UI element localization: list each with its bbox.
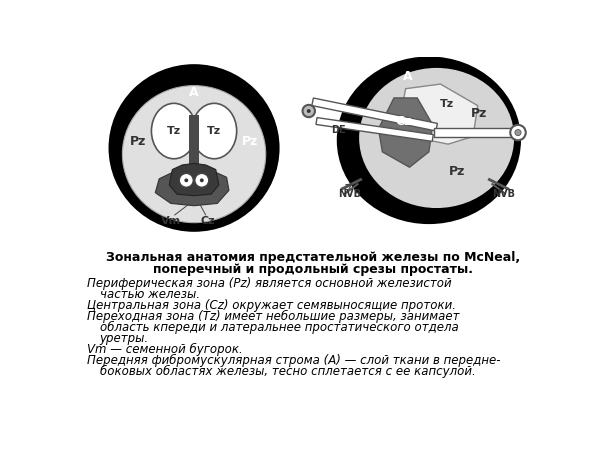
Text: Tz: Tz [167, 126, 181, 136]
Text: поперечный и продольный срезы простаты.: поперечный и продольный срезы простаты. [152, 263, 473, 276]
Text: боковых областях железы, тесно сплетается с ее капсулой.: боковых областях железы, тесно сплетаетс… [99, 365, 475, 378]
Text: Передняя фибромускулярная строма (A) — слой ткани в передне-: Передняя фибромускулярная строма (A) — с… [87, 354, 501, 367]
Text: Cz: Cz [201, 216, 215, 226]
Circle shape [303, 105, 315, 117]
Polygon shape [312, 98, 437, 131]
Text: область кпереди и латеральнее простатического отдела: область кпереди и латеральнее простатиче… [99, 321, 458, 334]
Polygon shape [316, 118, 433, 141]
Text: NVB: NVB [492, 189, 515, 199]
Circle shape [179, 173, 193, 187]
Polygon shape [434, 128, 518, 137]
Text: Центральная зона (Cz) окружает семявыносящие протоки.: Центральная зона (Cz) окружает семявынос… [87, 299, 456, 312]
Text: DE: DE [331, 125, 346, 135]
Text: A: A [189, 86, 199, 99]
Text: уретры.: уретры. [99, 332, 149, 345]
Circle shape [510, 125, 526, 140]
Ellipse shape [110, 65, 279, 231]
Ellipse shape [123, 86, 266, 223]
Polygon shape [378, 98, 432, 167]
Ellipse shape [359, 68, 514, 208]
Text: Tz: Tz [440, 99, 454, 109]
Text: NVB: NVB [339, 189, 361, 199]
Text: Переходная зона (Tz) имеет небольшие размеры, занимает: Переходная зона (Tz) имеет небольшие раз… [87, 310, 459, 323]
Text: Pz: Pz [471, 107, 487, 120]
Text: Pz: Pz [130, 135, 146, 149]
Polygon shape [402, 84, 478, 144]
Ellipse shape [192, 103, 237, 159]
Text: Pz: Pz [450, 165, 466, 178]
Circle shape [184, 178, 188, 182]
Circle shape [307, 109, 310, 113]
Text: Tz: Tz [207, 126, 221, 136]
Circle shape [515, 129, 521, 136]
Text: частью железы.: частью железы. [99, 288, 199, 301]
Ellipse shape [338, 58, 520, 223]
Text: Периферическая зона (Pz) является основной железистой: Периферическая зона (Pz) является основн… [87, 278, 452, 290]
Circle shape [195, 173, 209, 187]
Polygon shape [169, 163, 219, 196]
Text: A: A [403, 70, 413, 83]
Bar [189, 115, 199, 180]
Text: Cz: Cz [395, 115, 412, 128]
Text: Зональная анатомия предстательной железы по McNeal,: Зональная анатомия предстательной железы… [106, 251, 520, 264]
Text: Vm — семенной бугорок.: Vm — семенной бугорок. [87, 343, 243, 356]
Circle shape [200, 178, 204, 182]
Ellipse shape [151, 103, 196, 159]
Text: Pz: Pz [242, 135, 258, 149]
Text: Vm: Vm [161, 216, 181, 226]
Polygon shape [156, 167, 229, 206]
